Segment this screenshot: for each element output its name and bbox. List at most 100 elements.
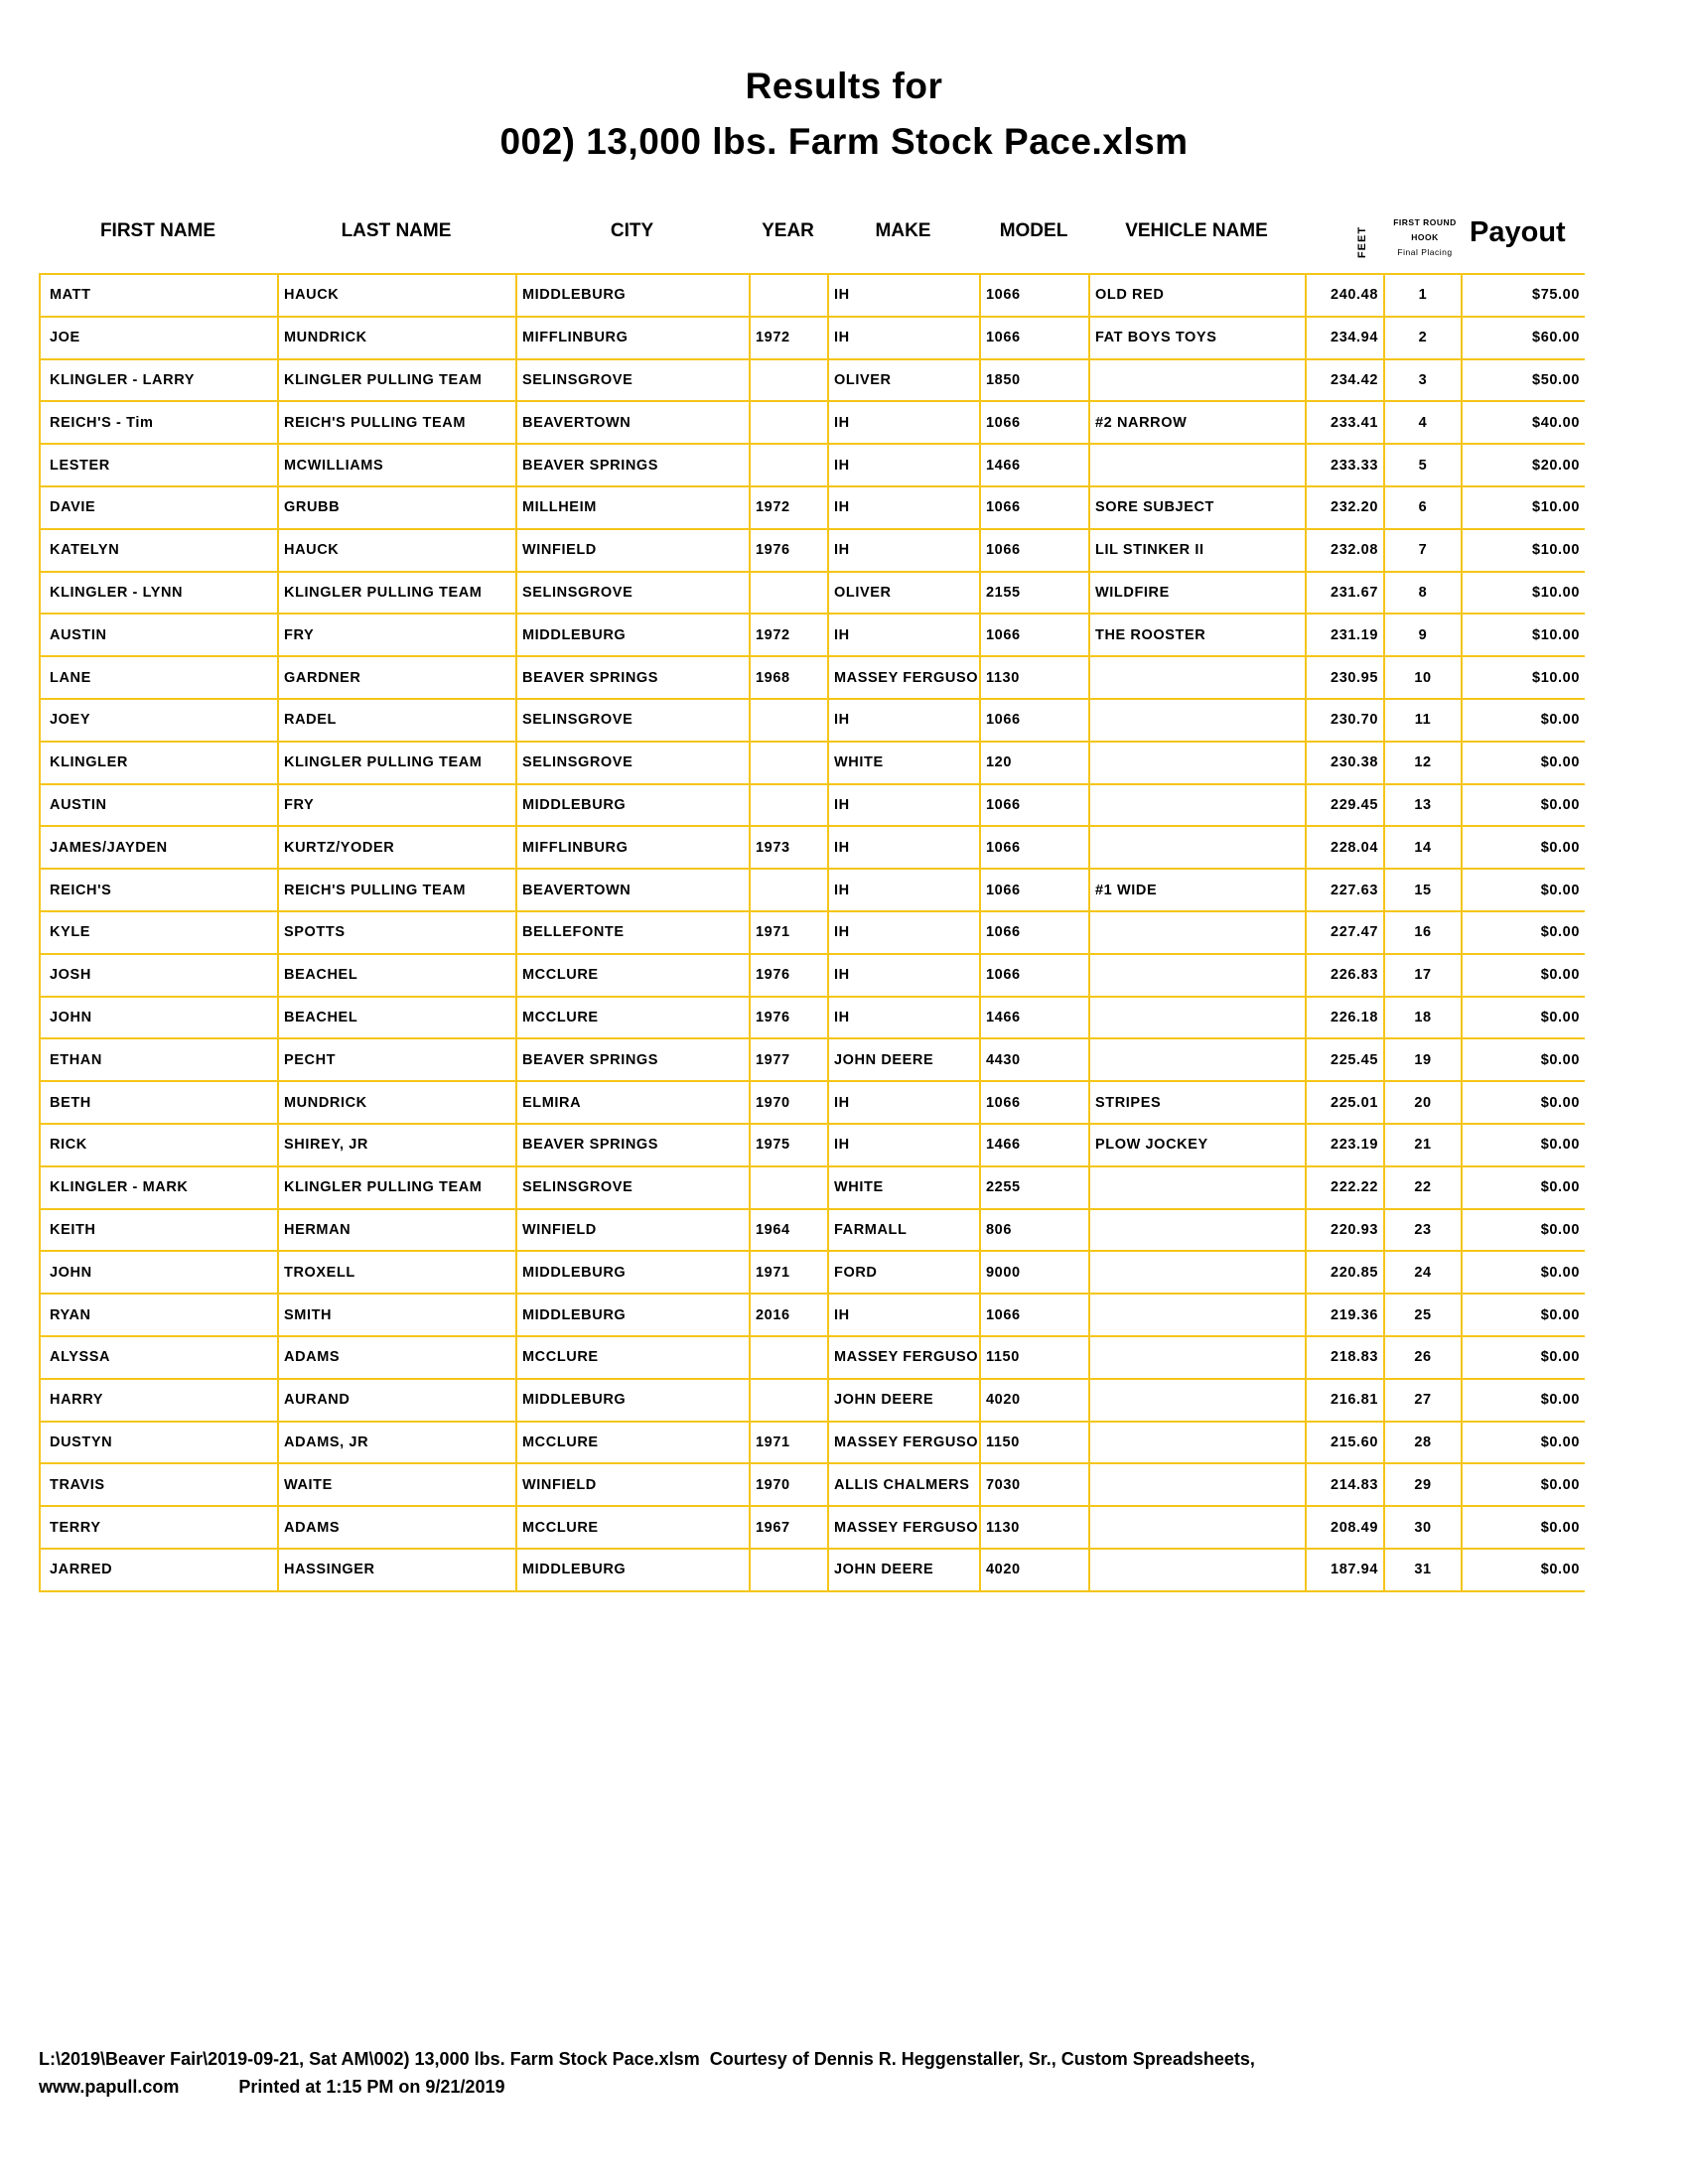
table-row: JOHN BEACHEL MCCLURE 1976 IH 1466 226.18 18 $0.0… [39, 995, 1585, 1040]
table-row: TERRY ADAMS MCCLURE 1967 MASSEY FERGUSON 1130… [39, 1505, 1585, 1550]
cell-first-name: TRAVIS [39, 1462, 278, 1508]
cell-year [749, 697, 828, 743]
cell-first-name: DAVIE [39, 484, 278, 530]
cell-make: ALLIS CHALMERS [827, 1462, 980, 1508]
cell-year [749, 570, 828, 615]
cell-year: 1976 [749, 952, 828, 998]
cell-vehicle-name: OLD RED [1088, 273, 1306, 318]
cell-first-name: JARRED [39, 1547, 278, 1592]
cell-feet: 234.94 [1305, 315, 1384, 360]
cell-vehicle-name [1088, 952, 1306, 998]
cell-payout: $10.00 [1461, 613, 1585, 658]
cell-model: 7030 [979, 1462, 1089, 1508]
cell-make: MASSEY FERGUSON [827, 1505, 980, 1550]
cell-city: MIDDLEBURG [515, 273, 750, 318]
cell-last-name: KLINGLER PULLING TEAM [277, 357, 516, 403]
cell-last-name: RADEL [277, 697, 516, 743]
cell-last-name: KLINGLER PULLING TEAM [277, 740, 516, 785]
cell-first-name: REICH'S - Tim [39, 400, 278, 446]
cell-city: SELINSGROVE [515, 570, 750, 615]
cell-year: 1972 [749, 484, 828, 530]
cell-year: 1972 [749, 613, 828, 658]
table-row: REICH'S REICH'S PULLING TEAM BEAVERTOWN IH 1… [39, 868, 1585, 912]
cell-model: 1066 [979, 782, 1089, 828]
cell-feet: 228.04 [1305, 825, 1384, 871]
cell-first-name: REICH'S [39, 868, 278, 912]
cell-last-name: ADAMS, JR [277, 1420, 516, 1465]
cell-city: BEAVER SPRINGS [515, 1122, 750, 1167]
cell-model: 1150 [979, 1334, 1089, 1380]
header-feet: FEET [1356, 225, 1368, 259]
cell-year: 1976 [749, 527, 828, 573]
cell-vehicle-name [1088, 655, 1306, 700]
cell-last-name: REICH'S PULLING TEAM [277, 868, 516, 912]
cell-last-name: MUNDRICK [277, 315, 516, 360]
footer-printed: Printed at 1:15 PM on 9/21/2019 [238, 2077, 505, 2097]
cell-year [749, 740, 828, 785]
cell-city: MIDDLEBURG [515, 1250, 750, 1296]
cell-city: MIDDLEBURG [515, 1377, 750, 1423]
cell-last-name: SMITH [277, 1293, 516, 1337]
cell-first-name: AUSTIN [39, 613, 278, 658]
cell-city: SELINSGROVE [515, 697, 750, 743]
cell-first-name: JOSH [39, 952, 278, 998]
cell-make: OLIVER [827, 357, 980, 403]
cell-first-name: BETH [39, 1080, 278, 1125]
cell-make: MASSEY FERGUSON [827, 655, 980, 700]
cell-first-name: ALYSSA [39, 1334, 278, 1380]
cell-payout: $0.00 [1461, 697, 1585, 743]
cell-first-name: KYLE [39, 909, 278, 955]
cell-first-name: DUSTYN [39, 1420, 278, 1465]
cell-city: BEAVERTOWN [515, 868, 750, 912]
cell-year: 1964 [749, 1207, 828, 1253]
cell-year [749, 273, 828, 318]
cell-make: MASSEY FERGUSON [827, 1334, 980, 1380]
table-row: AUSTIN FRY MIDDLEBURG 1972 IH 1066 THE ROOSTER… [39, 613, 1585, 658]
cell-first-name: KLINGLER - MARK [39, 1164, 278, 1210]
cell-payout: $0.00 [1461, 1250, 1585, 1296]
cell-make: OLIVER [827, 570, 980, 615]
cell-placing: 18 [1383, 995, 1462, 1040]
table-row: RICK SHIREY, JR BEAVER SPRINGS 1975 IH 1466 PL… [39, 1122, 1585, 1167]
cell-year: 2016 [749, 1293, 828, 1337]
cell-vehicle-name [1088, 1377, 1306, 1423]
table-row: DUSTYN ADAMS, JR MCCLURE 1971 MASSEY FERGUSO… [39, 1420, 1585, 1465]
cell-last-name: HAUCK [277, 273, 516, 318]
cell-vehicle-name [1088, 782, 1306, 828]
cell-payout: $0.00 [1461, 1122, 1585, 1167]
cell-feet: 226.83 [1305, 952, 1384, 998]
cell-model: 1466 [979, 443, 1089, 487]
cell-payout: $10.00 [1461, 655, 1585, 700]
cell-payout: $0.00 [1461, 909, 1585, 955]
cell-placing: 4 [1383, 400, 1462, 446]
cell-last-name: MUNDRICK [277, 1080, 516, 1125]
cell-feet: 220.85 [1305, 1250, 1384, 1296]
cell-last-name: FRY [277, 613, 516, 658]
cell-last-name: HAUCK [277, 527, 516, 573]
cell-payout: $40.00 [1461, 400, 1585, 446]
footer-path: L:\2019\Beaver Fair\2019-09-21, Sat AM\0… [39, 2049, 1255, 2069]
table-row: KLINGLER - LYNN KLINGLER PULLING TEAM SELI… [39, 570, 1585, 615]
cell-placing: 20 [1383, 1080, 1462, 1125]
cell-feet: 215.60 [1305, 1420, 1384, 1465]
cell-model: 1066 [979, 1080, 1089, 1125]
cell-first-name: KLINGLER - LYNN [39, 570, 278, 615]
cell-year [749, 1164, 828, 1210]
table-row: HARRY AURAND MIDDLEBURG JOHN DEERE 4020 216.8… [39, 1377, 1585, 1423]
cell-make: JOHN DEERE [827, 1037, 980, 1083]
table-row: JOSH BEACHEL MCCLURE 1976 IH 1066 226.83 17 $0.0… [39, 952, 1585, 998]
cell-make: IH [827, 315, 980, 360]
cell-vehicle-name [1088, 697, 1306, 743]
cell-last-name: ADAMS [277, 1505, 516, 1550]
cell-payout: $0.00 [1461, 740, 1585, 785]
cell-last-name: HERMAN [277, 1207, 516, 1253]
cell-first-name: LESTER [39, 443, 278, 487]
cell-vehicle-name: WILDFIRE [1088, 570, 1306, 615]
cell-city: BEAVER SPRINGS [515, 655, 750, 700]
cell-model: 1066 [979, 484, 1089, 530]
cell-year: 1971 [749, 1420, 828, 1465]
cell-model: 1466 [979, 1122, 1089, 1167]
page-title: Results for [745, 66, 943, 106]
cell-feet: 233.41 [1305, 400, 1384, 446]
cell-first-name: RYAN [39, 1293, 278, 1337]
